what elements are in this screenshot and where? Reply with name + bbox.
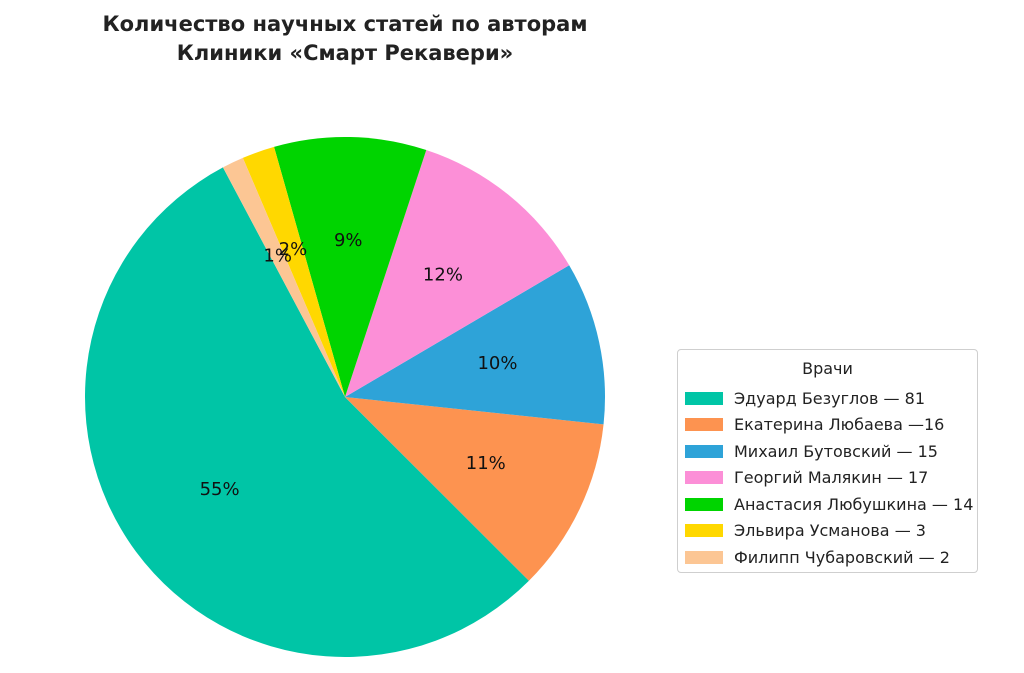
legend-swatch bbox=[685, 524, 723, 538]
legend-swatch bbox=[685, 550, 723, 564]
legend-swatch bbox=[685, 497, 723, 511]
pie-percent-label-2: 10% bbox=[477, 353, 517, 374]
pie-slice-3 bbox=[345, 150, 570, 397]
legend-label: Георгий Малякин — 17 bbox=[734, 468, 929, 488]
legend-item-0: Эдуард Безуглов — 81 bbox=[678, 385, 977, 412]
legend-item-6: Филипп Чубаровский — 2 bbox=[678, 544, 977, 571]
pie-slice-5 bbox=[242, 146, 345, 397]
pie-percent-label-3: 12% bbox=[423, 265, 463, 286]
legend-title: Врачи bbox=[802, 359, 853, 378]
legend-swatch bbox=[685, 418, 723, 432]
chart-title-line-1: Количество научных статей по авторам bbox=[102, 12, 588, 36]
legend-label: Эдуард Безуглов — 81 bbox=[734, 388, 925, 408]
pie-slice-1 bbox=[345, 397, 604, 581]
legend-item-4: Анастасия Любушкина — 14 bbox=[678, 491, 977, 518]
legend-swatch bbox=[685, 391, 723, 405]
pie-percent-labels: 55% 11% 10% 12% 9% 2%1% bbox=[200, 230, 518, 500]
legend-item-3: Георгий Малякин — 17 bbox=[678, 465, 977, 492]
chart-title: Количество научных статей по авторам Кли… bbox=[0, 10, 690, 68]
pie-percent-label-4: 9% bbox=[334, 230, 363, 251]
legend-label: Филипп Чубаровский — 2 bbox=[734, 547, 950, 567]
pie-percent-label-1: 11% bbox=[466, 453, 506, 474]
legend-item-1: Екатерина Любаева —16 bbox=[678, 412, 977, 439]
legend-label: Михаил Бутовский — 15 bbox=[734, 441, 938, 461]
pie-slices bbox=[84, 136, 605, 658]
pie-slice-4 bbox=[274, 136, 427, 397]
pie-percent-label-6: 1% bbox=[263, 245, 292, 266]
pie-percent-label-5: 2% bbox=[279, 239, 308, 260]
pie-slice-0 bbox=[84, 167, 529, 658]
legend-label: Екатерина Любаева —16 bbox=[734, 415, 945, 435]
pie-slice-6 bbox=[222, 157, 345, 397]
legend-items: Эдуард Безуглов — 81 Екатерина Любаева —1… bbox=[678, 385, 977, 571]
legend-item-5: Эльвира Усманова — 3 bbox=[678, 518, 977, 545]
legend-item-2: Михаил Бутовский — 15 bbox=[678, 438, 977, 465]
legend-swatch bbox=[685, 444, 723, 458]
legend-label: Анастасия Любушкина — 14 bbox=[734, 494, 974, 514]
chart-title-line-2: Клиники «Смарт Рекавери» bbox=[176, 41, 514, 65]
pie-percent-label-0: 55% bbox=[200, 479, 240, 500]
pie-slice-2 bbox=[345, 265, 605, 425]
legend: Врачи Эдуард Безуглов — 81 Екатерина Люба… bbox=[677, 349, 978, 573]
legend-swatch bbox=[685, 471, 723, 485]
legend-label: Эльвира Усманова — 3 bbox=[734, 521, 926, 541]
